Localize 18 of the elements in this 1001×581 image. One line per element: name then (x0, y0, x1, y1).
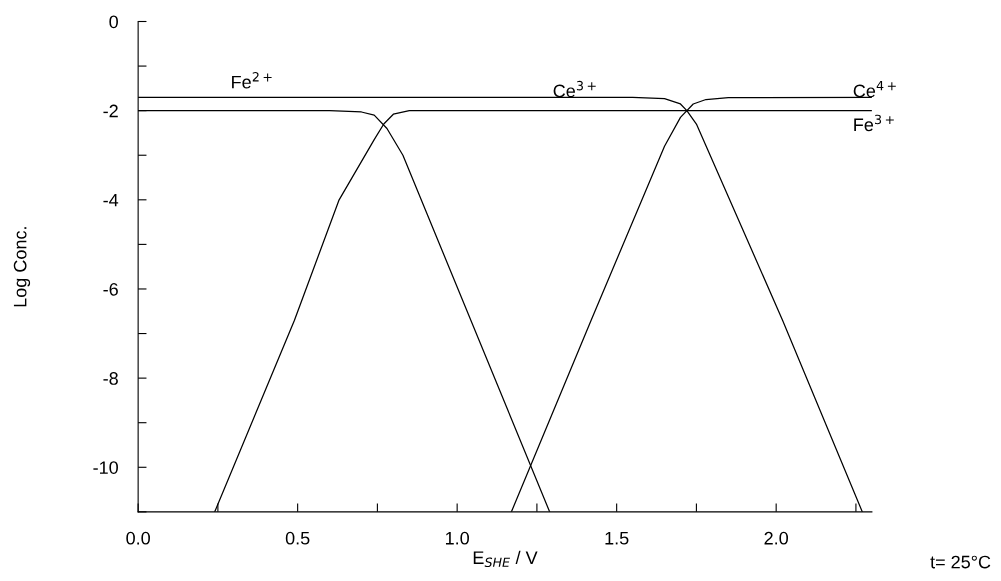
y-tick-label: -8 (103, 372, 118, 385)
y-tick-label: -2 (103, 104, 118, 118)
x-tick-label: 0.5 (285, 531, 310, 545)
x-tick-label: 1.0 (445, 531, 469, 545)
x-tick-label: 2.0 (764, 531, 789, 545)
text: t= 25°C (930, 555, 991, 569)
y-tick-label: -6 (103, 282, 118, 296)
y-axis-title: Log Conc. (13, 227, 31, 307)
y-tick-label: 0 (109, 15, 118, 29)
y-tick-label: -4 (103, 193, 119, 207)
y-tick-label: -10 (93, 461, 118, 474)
x-tick-label: 1.5 (605, 531, 629, 545)
annotation: Ce$^{4+}$ (853, 81, 896, 98)
annotation: Fe$^{2+}$ (232, 72, 272, 89)
x-axis-title: E$_{SHE}$ / V (473, 550, 538, 568)
x-tick-label: 0.0 (126, 531, 150, 545)
annotation: Fe$^{3+}$ (854, 114, 894, 132)
annotation: Ce$^{3+}$ (553, 80, 596, 98)
